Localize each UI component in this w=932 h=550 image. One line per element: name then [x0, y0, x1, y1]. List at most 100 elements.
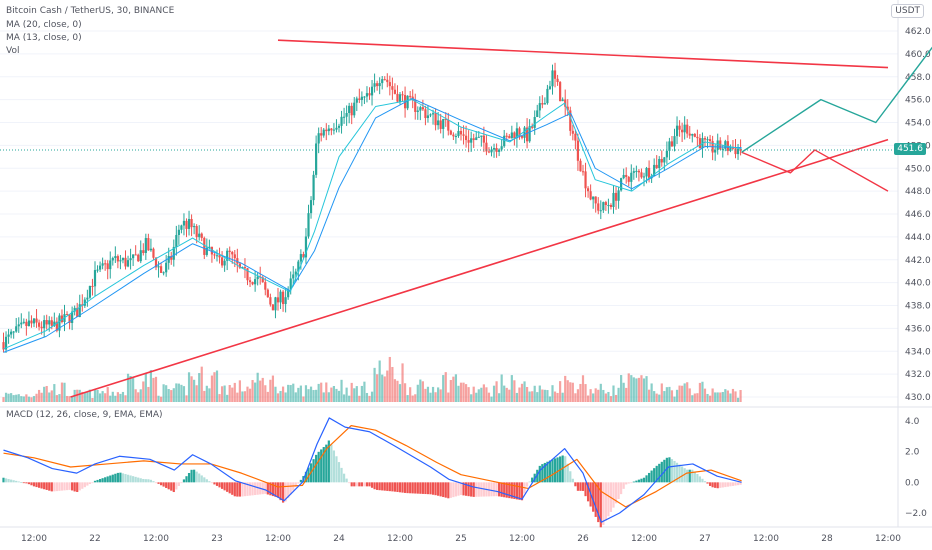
volume-bar [462, 382, 465, 402]
macd-histogram-bar [365, 482, 369, 487]
candle-body [187, 218, 191, 229]
volume-bar [20, 396, 23, 402]
candle-body [482, 135, 485, 143]
macd-histogram-bar [167, 482, 170, 490]
macd-histogram-bar [716, 482, 719, 489]
volume-bar [434, 392, 437, 402]
candle-body [658, 158, 661, 169]
volume-bar [27, 396, 31, 402]
macd-histogram-bar [645, 475, 648, 483]
macd-histogram-bar [256, 482, 259, 495]
macd-histogram-bar [45, 482, 48, 490]
candle-body [340, 116, 343, 126]
volume-bar [716, 392, 719, 402]
volume-bar [157, 395, 160, 402]
macd-histogram-bar [630, 482, 633, 484]
macd-histogram-bar [93, 480, 97, 483]
candle-body [708, 139, 712, 142]
time-tick-label: 12:00 [875, 534, 901, 544]
volume-bar [492, 385, 496, 402]
candle-body [442, 119, 445, 129]
volume-bar [681, 385, 684, 402]
volume-bar [345, 387, 348, 402]
macd-histogram-bar [518, 482, 521, 500]
macd-histogram-bar [693, 471, 696, 483]
volume-bar [17, 394, 20, 402]
volume-bar [668, 386, 671, 402]
candle-body [447, 119, 450, 131]
macd-histogram-bar [421, 482, 424, 494]
macd-histogram-bar [304, 471, 308, 483]
macd-histogram-bar [447, 482, 450, 499]
volume-bar [190, 376, 193, 402]
macd-tick-label: 4.0 [905, 417, 920, 427]
macd-histogram-bar [726, 482, 729, 487]
last-price-tag: 451.6 [894, 143, 926, 155]
macd-histogram-bar [25, 482, 28, 484]
candle-body [251, 282, 254, 285]
candle-body [487, 151, 491, 153]
volume-bar [325, 382, 328, 402]
macd-histogram-bar [711, 482, 714, 488]
candle-body [248, 280, 252, 283]
macd-histogram-bar [337, 462, 341, 483]
macd-histogram-bar [190, 469, 193, 483]
volume-bar [678, 385, 681, 402]
candle-body [739, 148, 742, 151]
candle-body [307, 213, 310, 237]
candle-body [419, 107, 422, 111]
gridlines [0, 30, 898, 398]
volume-bar [65, 395, 69, 402]
candle-body [264, 282, 267, 290]
macd-histogram-bar [27, 482, 31, 485]
macd-histogram-bar [642, 477, 646, 483]
candle-body [320, 133, 323, 136]
volume-bar [477, 389, 480, 402]
macd-histogram-bar [182, 479, 186, 483]
volume-bar [498, 393, 501, 402]
candle-body [198, 233, 201, 238]
volume-bar [177, 383, 180, 402]
macd-histogram-bar [276, 482, 280, 498]
volume-bar [518, 387, 521, 402]
macd-histogram-bar [708, 482, 712, 486]
volume-bar [609, 396, 613, 402]
candle-body [510, 132, 513, 139]
macd-histogram-bar [500, 482, 503, 497]
candle-body [76, 307, 79, 318]
macd-histogram-bar [594, 482, 597, 517]
macd-histogram-bar [586, 482, 590, 502]
volume-bar [403, 383, 407, 402]
candle-body [137, 254, 140, 262]
macd-histogram-bar [475, 482, 478, 497]
candle-body [734, 148, 737, 155]
macd-histogram-bar [683, 468, 686, 483]
candle-body [342, 116, 346, 118]
candle-body [625, 174, 628, 177]
volume-bar [714, 392, 717, 402]
volume-bar [719, 392, 722, 402]
macd-histogram-bar [269, 482, 272, 496]
candle-body [681, 129, 684, 133]
candle-body [170, 255, 173, 260]
candle-body [655, 164, 658, 169]
volume-bar [228, 385, 231, 402]
macd-histogram-bar [581, 482, 585, 491]
volume-bar [734, 391, 737, 402]
macd-histogram-bar [411, 482, 414, 494]
volume-bar [376, 374, 379, 402]
volume-bar [363, 381, 366, 402]
candle-body [223, 260, 226, 266]
price-tick-label: 444.0 [905, 233, 931, 243]
volume-bar [220, 386, 224, 402]
volume-bar [159, 396, 163, 402]
volume-bar [274, 386, 277, 402]
volume-bar [254, 382, 257, 402]
currency-badge[interactable]: USDT [891, 4, 924, 18]
candle-body [4, 336, 8, 350]
bearish-projection-path [741, 149, 889, 192]
macd-histogram-bar [660, 461, 663, 483]
macd-histogram-bar [528, 481, 531, 483]
candle-body [226, 250, 229, 261]
